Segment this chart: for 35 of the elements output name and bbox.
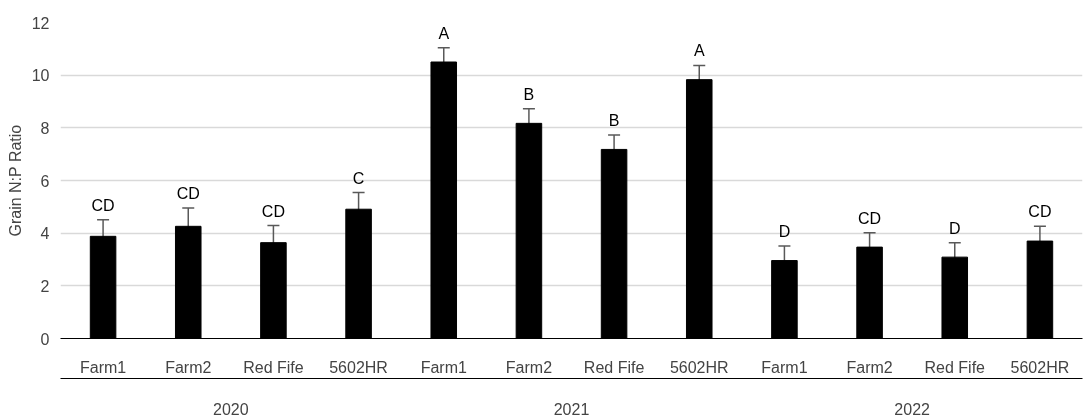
text: 2021: [553, 400, 590, 417]
x-tick-label: Farm1: [761, 358, 808, 376]
data-label: CD: [858, 209, 882, 227]
data-label: CD: [91, 196, 115, 214]
x-tick-label: 5602HR: [329, 358, 388, 376]
y-tick-label: 4: [40, 225, 50, 243]
x-tick-label: Farm1: [79, 358, 127, 376]
y-tick-label: 12: [31, 14, 50, 32]
x-tick-label: Farm2: [165, 358, 212, 376]
y-tick-label: 6: [40, 172, 50, 190]
data-label: CD: [261, 202, 285, 220]
x-tick-label: Farm2: [846, 358, 893, 376]
text: 2020: [213, 400, 249, 417]
x-tick-label: Farm2: [505, 358, 553, 376]
data-label: B: [523, 85, 535, 103]
data-label: D: [778, 223, 791, 241]
x-tick-label: 5602HR: [669, 358, 729, 376]
y-axis-title: Grain N:P Ratio: [6, 124, 24, 237]
text: 2022: [894, 400, 931, 417]
data-label: A: [438, 24, 450, 42]
data-label: A: [693, 42, 705, 60]
x-tick-label: Red Fife: [583, 358, 645, 376]
y-tick-label: 10: [31, 67, 50, 85]
data-label: C: [352, 169, 365, 187]
x-tick-label: Farm1: [420, 358, 467, 376]
y-tick-label: 8: [40, 119, 50, 137]
data-label: CD: [1028, 203, 1052, 221]
x-tick-label: Red Fife: [924, 358, 986, 376]
data-label: D: [948, 219, 961, 237]
y-tick-label: 0: [40, 330, 50, 348]
data-label: B: [608, 111, 620, 129]
x-tick-label: Red Fife: [243, 358, 304, 376]
y-tick-label: 2: [40, 277, 50, 295]
x-tick-label: 5602HR: [1010, 358, 1070, 376]
data-label: CD: [176, 184, 200, 202]
